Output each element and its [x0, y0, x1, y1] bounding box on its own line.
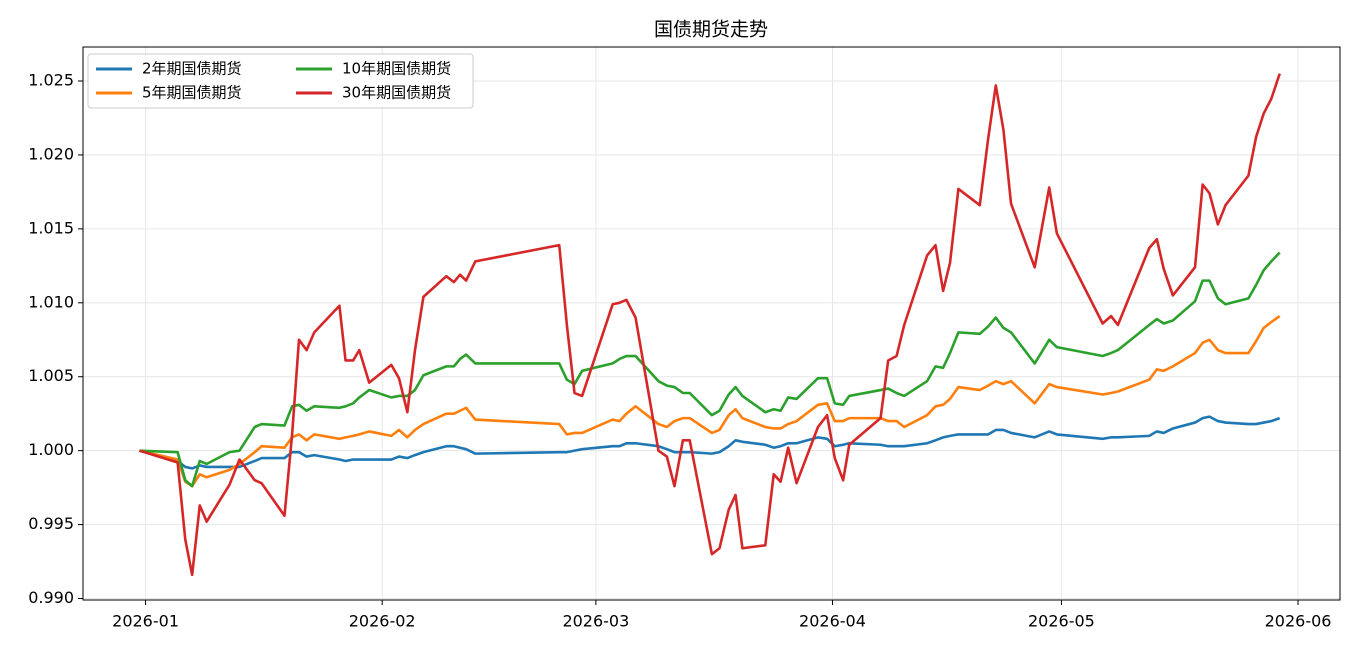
y-tick-label: 0.990 [28, 588, 74, 607]
legend: 2年期国债期货 5年期国债期货 10年期国债期货 30年期国债期货 [87, 53, 474, 109]
x-tick-label: 2026-02 [349, 612, 416, 631]
chart-title: 国债期货走势 [654, 19, 768, 41]
series-line [139, 251, 1281, 488]
legend-label: 5年期国债期货 [142, 84, 242, 102]
plot-frame [82, 46, 1341, 601]
y-tick-label: 1.000 [28, 440, 74, 459]
x-tick-label: 2026-03 [562, 612, 629, 631]
y-tick-label: 1.020 [28, 144, 74, 163]
y-tick-label: 1.010 [28, 292, 74, 311]
y-tick-label: 1.025 [28, 71, 74, 90]
series-line [139, 415, 1281, 470]
y-tick-label: 1.005 [28, 366, 74, 385]
legend-box [87, 53, 474, 109]
legend-label: 2年期国债期货 [142, 60, 242, 78]
x-tick-label: 2026-01 [112, 612, 179, 631]
y-tick-label: 1.015 [28, 218, 74, 237]
x-tick-label: 2026-05 [1028, 612, 1095, 631]
x-tick-label: 2026-06 [1265, 612, 1332, 631]
legend-label: 30年期国债期货 [342, 84, 451, 102]
legend-label: 10年期国债期货 [342, 60, 451, 78]
x-tick-label: 2026-04 [799, 612, 866, 631]
series-line [139, 73, 1281, 577]
y-tick-label: 0.995 [28, 514, 74, 533]
series-line [139, 315, 1281, 488]
